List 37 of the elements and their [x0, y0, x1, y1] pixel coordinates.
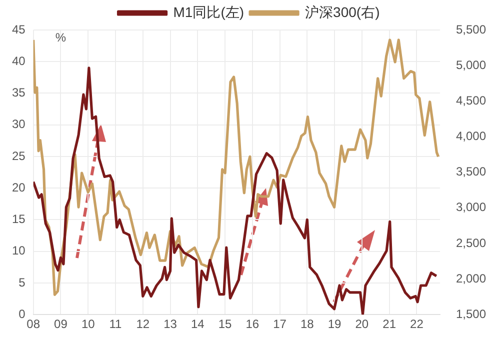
y-tick-label: 25 [12, 148, 26, 163]
y2-tick-label: 5,500 [456, 22, 486, 36]
x-tick-label: 15 [218, 317, 232, 332]
y2-tick-label: 2,000 [456, 271, 486, 286]
x-tick-label: 19 [328, 317, 342, 332]
y2-tick-label: 1,500 [456, 306, 486, 321]
x-tick-label: 21 [382, 317, 396, 332]
y-tick-label: 10 [12, 244, 26, 258]
x-tick-label: 16 [246, 317, 260, 332]
legend-label: M1同比(左) [173, 4, 244, 20]
y2-tick-label: 5,000 [456, 58, 486, 72]
y-tick-label: 35 [12, 86, 26, 100]
y-tick-label: 15 [12, 212, 26, 226]
x-tick-label: 18 [300, 317, 314, 332]
y-tick-label: 0 [18, 306, 26, 321]
x-tick-label: 22 [410, 317, 424, 332]
y-tick-label: 40 [12, 54, 26, 68]
y2-tick-label: 4,000 [456, 129, 486, 144]
y2-tick-label: 3,000 [456, 200, 486, 214]
y-tick-label: 5 [18, 275, 26, 290]
x-tick-label: 20 [355, 317, 369, 332]
x-tick-label: 17 [273, 317, 287, 332]
y-axis-title: % [55, 30, 66, 44]
x-tick-label: 08 [26, 317, 40, 332]
x-tick-label: 09 [54, 317, 68, 332]
x-tick-label: 11 [109, 317, 122, 332]
y2-tick-label: 3,500 [456, 164, 486, 179]
x-tick-label: 13 [164, 317, 178, 332]
x-tick-label: 10 [81, 317, 96, 332]
y-tick-label: 30 [12, 117, 26, 132]
y-tick-label: 45 [12, 22, 26, 36]
y2-tick-label: 4,500 [456, 93, 486, 108]
x-tick-label: 14 [190, 317, 205, 332]
y2-tick-label: 2,500 [456, 236, 486, 250]
legend-label: 沪深300(右) [305, 4, 380, 20]
x-tick-label: 12 [136, 317, 150, 332]
y-tick-label: 20 [12, 180, 26, 194]
